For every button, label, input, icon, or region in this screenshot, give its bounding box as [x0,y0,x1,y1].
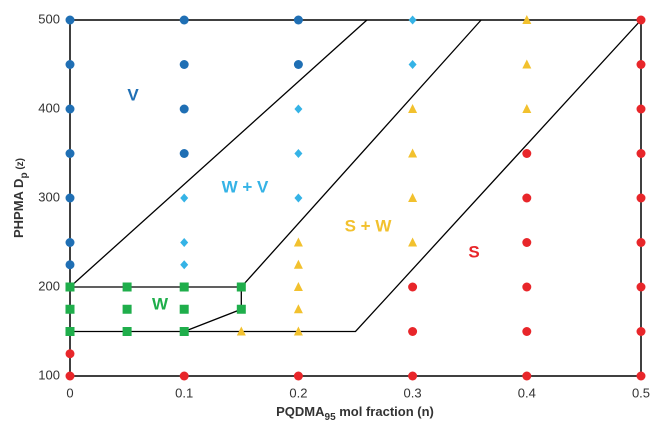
data-point [294,104,303,114]
data-point [65,104,75,114]
data-point [522,238,532,247]
data-point [636,149,646,158]
data-point [122,282,132,292]
data-point [179,149,189,158]
x-label-sub: 95 [325,412,337,423]
region-label: S + W [345,216,393,235]
data-point [522,59,532,69]
data-point [408,148,418,158]
data-point [408,15,417,25]
data-point [236,282,246,292]
data-point [293,304,303,314]
data-point [179,327,189,336]
data-point [179,371,189,381]
x-label-tail: mol fraction (n) [336,404,434,419]
y-tick-label: 200 [38,278,60,293]
data-point [522,104,532,113]
data-point [293,259,303,269]
data-point [65,260,75,270]
y-label-sub: p [19,172,30,178]
data-point [65,15,75,25]
data-point [408,104,418,113]
region-label: S [468,242,479,261]
data-point [636,104,646,114]
data-point [65,304,75,314]
data-point [293,371,303,381]
x-tick-label: 0.4 [518,385,536,400]
y-tick-label: 300 [38,189,60,204]
x-tick-label: 0.2 [289,385,307,400]
data-point [408,193,418,202]
data-point [65,371,75,381]
data-point [408,327,418,336]
data-point [636,15,646,25]
x-tick-label: 0.1 [175,385,193,400]
data-point [408,371,418,381]
y-label-tail: (z) [15,158,26,172]
data-point [522,282,532,292]
y-label-main: PHPMA D [11,179,26,238]
data-point [179,60,189,69]
data-point [65,282,75,292]
phase-boundary [69,19,368,288]
data-point [522,149,532,158]
phase-boundary [183,19,482,333]
data-point [636,371,646,381]
data-point [522,193,532,203]
phase-boundary [70,19,642,333]
data-point [522,371,532,381]
data-point [408,282,418,292]
data-point [65,149,75,158]
data-point [65,60,75,69]
data-point [236,326,246,336]
data-point [636,327,646,336]
y-tick-label: 400 [38,100,60,115]
region-label: V [127,85,139,104]
y-tick-label: 100 [38,367,60,382]
x-axis-label: PQDMA95 mol fraction (n) [276,404,434,422]
data-point [293,282,303,291]
data-point [636,193,646,203]
data-point [236,304,246,314]
data-point [522,327,532,336]
data-point [293,60,303,69]
data-point [522,15,532,24]
region-label: W [152,294,169,313]
data-point [293,326,303,336]
x-tick-label: 0.3 [404,385,422,400]
data-point [180,260,189,270]
data-point [294,149,303,158]
data-point [65,349,75,359]
data-point [179,282,189,292]
data-point [293,15,303,25]
data-point [180,193,189,203]
x-label-main: PQDMA [276,404,325,419]
data-point [636,282,646,292]
data-point [122,304,132,314]
data-point [636,238,646,247]
x-tick-label: 0 [66,385,73,400]
y-tick-label: 500 [38,11,60,26]
data-point [65,238,75,247]
data-point [122,327,132,336]
data-point [294,193,303,203]
data-point [636,60,646,69]
data-point [408,60,417,69]
data-point [408,237,418,247]
plot-frame [69,19,642,377]
data-point [65,327,75,336]
x-tick-label: 0.5 [632,385,650,400]
data-point [179,104,189,114]
data-point [293,237,303,247]
y-axis-label: PHPMA Dp (z) [11,158,29,238]
data-point [180,238,189,247]
data-point [179,15,189,25]
data-point [179,304,189,314]
region-label: W + V [222,177,269,196]
data-point [65,193,75,203]
